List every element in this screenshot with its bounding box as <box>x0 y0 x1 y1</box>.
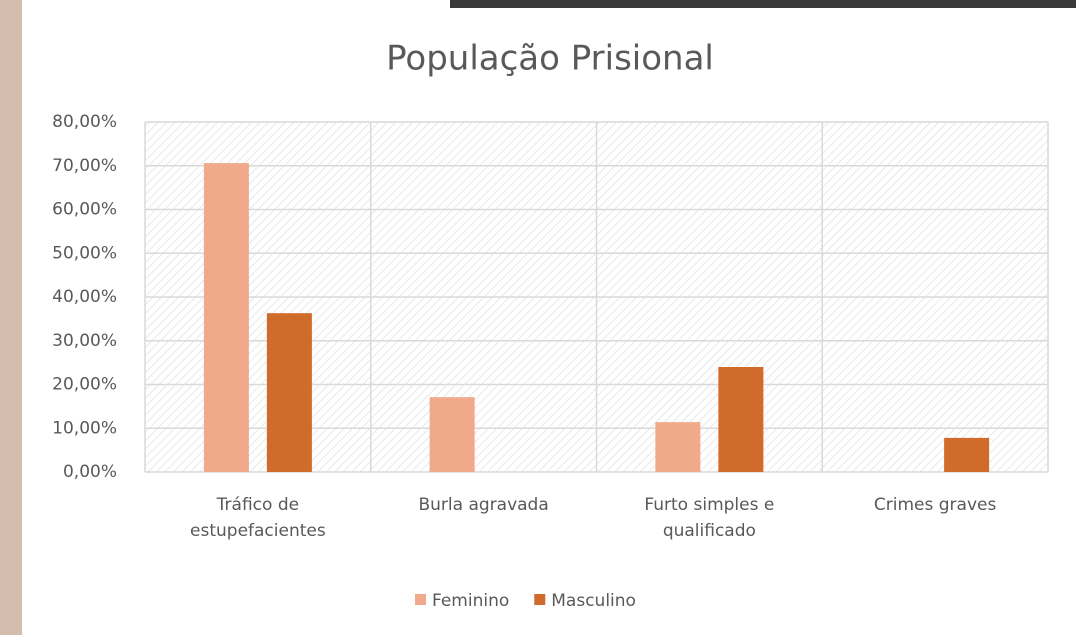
y-tick-label: 50,00% <box>52 243 117 263</box>
bar <box>430 397 475 472</box>
legend-swatch <box>415 594 426 605</box>
legend-label: Feminino <box>432 591 509 611</box>
y-tick-label: 80,00% <box>52 112 117 132</box>
top-photo-strip <box>450 0 1076 8</box>
bar <box>267 313 312 472</box>
bar <box>655 422 700 472</box>
y-tick-label: 40,00% <box>52 287 117 307</box>
bar <box>718 367 763 472</box>
side-strip <box>0 0 22 635</box>
bar <box>204 163 249 472</box>
x-tick-label: Crimes graves <box>845 492 1025 518</box>
x-tick-label: Tráfico de estupefacientes <box>168 492 348 544</box>
legend-label: Masculino <box>551 591 636 611</box>
y-tick-label: 0,00% <box>63 462 117 482</box>
screenshot: População Prisional 0,00% 10,00% 20,00% 30,… <box>0 0 1076 635</box>
chart-title: População Prisional <box>386 39 714 79</box>
y-tick-label: 20,00% <box>52 375 117 395</box>
x-tick-label: Furto simples e qualificado <box>634 492 784 544</box>
y-tick-label: 70,00% <box>52 156 117 176</box>
y-tick-label: 60,00% <box>52 200 117 220</box>
x-tick-label: Burla agravada <box>394 492 574 518</box>
legend-swatch <box>534 594 545 605</box>
bar <box>944 438 989 472</box>
y-tick-label: 10,00% <box>52 418 117 438</box>
chart: População Prisional 0,00% 10,00% 20,00% 30,… <box>0 0 1076 635</box>
y-tick-label: 30,00% <box>52 331 117 351</box>
